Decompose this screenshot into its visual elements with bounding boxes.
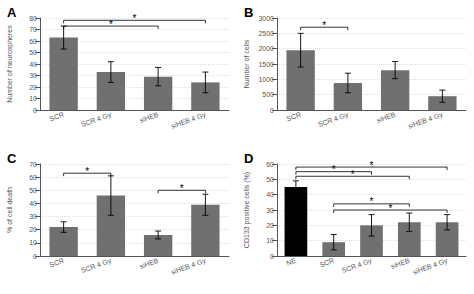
svg-text:10: 10	[266, 237, 274, 244]
svg-text:*: *	[85, 166, 89, 177]
svg-text:Number of cells: Number of cells	[243, 39, 250, 88]
svg-text:% of cell death: % of cell death	[6, 187, 13, 233]
svg-text:siHEB: siHEB	[139, 257, 160, 270]
svg-text:0: 0	[33, 107, 37, 114]
svg-text:500: 500	[262, 91, 274, 98]
svg-text:siHEB: siHEB	[390, 257, 411, 270]
svg-text:40: 40	[29, 61, 37, 68]
svg-text:50: 50	[29, 49, 37, 56]
svg-text:20: 20	[266, 222, 274, 229]
svg-text:*: *	[332, 164, 336, 175]
svg-text:C: C	[7, 151, 17, 166]
svg-text:60: 60	[266, 161, 274, 168]
svg-text:SCR 4 Gy: SCR 4 Gy	[80, 111, 113, 129]
svg-text:0: 0	[270, 253, 274, 260]
svg-text:80: 80	[29, 15, 37, 22]
svg-text:siHEB: siHEB	[376, 111, 397, 124]
svg-text:siHEB: siHEB	[139, 111, 160, 124]
svg-text:B: B	[244, 5, 253, 20]
svg-text:SCR: SCR	[319, 257, 335, 269]
svg-text:10: 10	[29, 239, 37, 246]
svg-text:*: *	[133, 13, 137, 24]
svg-text:50: 50	[266, 176, 274, 183]
svg-text:30: 30	[29, 213, 37, 220]
svg-text:SCR: SCR	[49, 257, 65, 269]
svg-text:NE: NE	[286, 257, 298, 267]
svg-text:70: 70	[29, 26, 37, 33]
svg-text:50: 50	[29, 187, 37, 194]
svg-text:30: 30	[266, 207, 274, 214]
svg-text:A: A	[7, 5, 17, 20]
svg-text:20: 20	[29, 84, 37, 91]
svg-text:*: *	[370, 196, 374, 207]
svg-text:70: 70	[29, 161, 37, 168]
svg-text:20: 20	[29, 226, 37, 233]
svg-text:*: *	[180, 183, 184, 194]
svg-text:0: 0	[33, 253, 37, 260]
svg-text:1000: 1000	[258, 76, 274, 83]
svg-text:SCR 4 Gy: SCR 4 Gy	[341, 257, 374, 275]
svg-text:3000: 3000	[258, 15, 274, 22]
svg-text:60: 60	[29, 174, 37, 181]
svg-text:60: 60	[29, 38, 37, 45]
svg-text:10: 10	[29, 95, 37, 102]
svg-text:siHEB 4 Gy: siHEB 4 Gy	[407, 111, 444, 131]
svg-text:SCR: SCR	[286, 111, 302, 123]
svg-text:SCR: SCR	[49, 111, 65, 123]
svg-text:0: 0	[270, 107, 274, 114]
svg-text:siHEB 4 Gy: siHEB 4 Gy	[170, 257, 207, 277]
svg-text:40: 40	[266, 191, 274, 198]
svg-text:*: *	[370, 160, 374, 171]
svg-text:1500: 1500	[258, 61, 274, 68]
svg-text:siHEB 4 Gy: siHEB 4 Gy	[170, 111, 207, 131]
svg-text:SCR 4 Gy: SCR 4 Gy	[80, 257, 113, 275]
svg-text:2000: 2000	[258, 45, 274, 52]
svg-text:SCR 4 Gy: SCR 4 Gy	[317, 111, 350, 129]
svg-text:CD133 positive cells (%): CD133 positive cells (%)	[243, 172, 251, 248]
svg-text:30: 30	[29, 72, 37, 79]
svg-text:*: *	[322, 20, 326, 31]
svg-text:*: *	[388, 203, 392, 214]
svg-text:D: D	[244, 151, 253, 166]
svg-text:*: *	[351, 169, 355, 180]
svg-text:40: 40	[29, 200, 37, 207]
svg-text:2500: 2500	[258, 30, 274, 37]
svg-text:siHEB 4 Gy: siHEB 4 Gy	[412, 257, 449, 277]
svg-text:Number of neurospheres: Number of neurospheres	[6, 25, 14, 103]
